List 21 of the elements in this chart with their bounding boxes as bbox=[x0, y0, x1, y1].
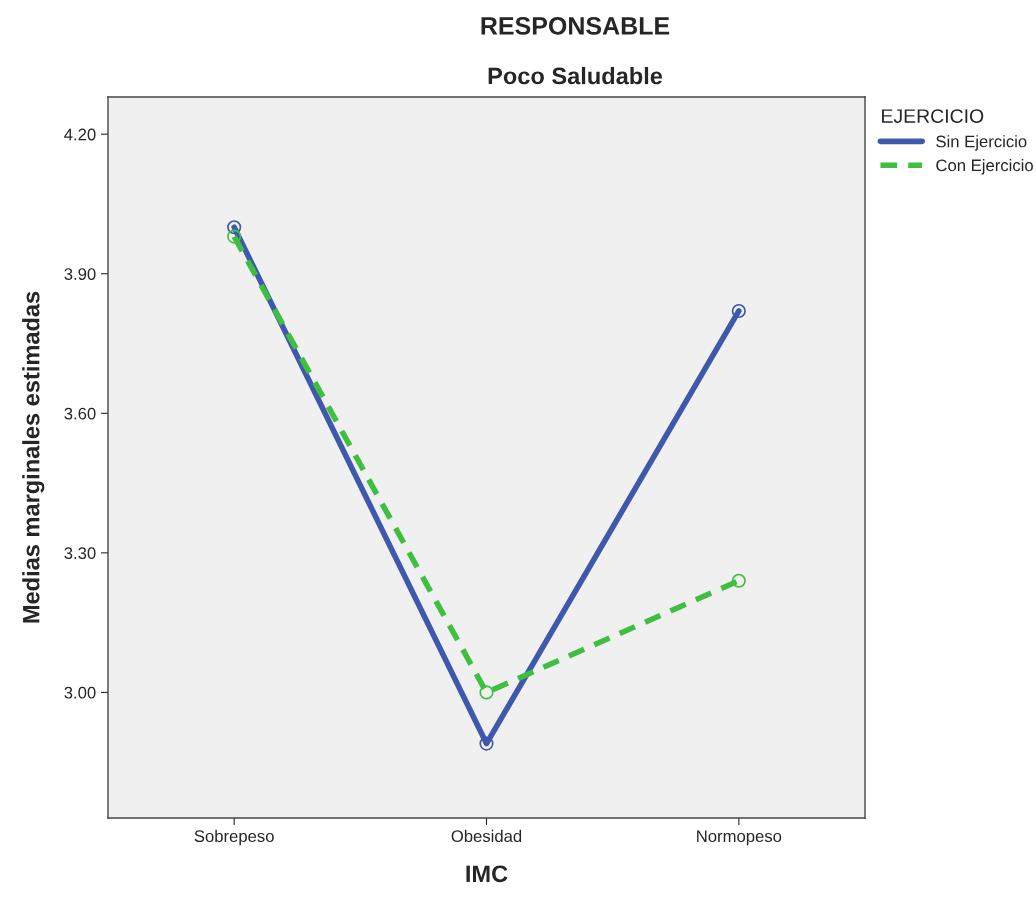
y-tick-label: 3.90 bbox=[64, 268, 96, 280]
point bbox=[731, 573, 746, 588]
point bbox=[731, 303, 746, 319]
point bbox=[479, 736, 494, 751]
y-tick-label: 3.30 bbox=[64, 547, 96, 560]
point bbox=[227, 229, 242, 244]
y-tick-label: 3.00 bbox=[64, 686, 96, 699]
x-tick-label: Obesidad bbox=[451, 829, 522, 843]
chart-title: RESPONSABLE bbox=[481, 17, 670, 35]
legend-label: Con Ejercicio bbox=[936, 159, 1033, 175]
legend-title: EJERCICIO bbox=[882, 109, 984, 123]
point bbox=[479, 685, 494, 700]
point bbox=[227, 220, 242, 235]
x-axis-title: IMC bbox=[466, 865, 508, 883]
legend-label: Sin Ejercicio bbox=[936, 135, 1027, 151]
y-axis-title: Medias marginales estimadas bbox=[22, 291, 45, 623]
chart-subtitle: Poco Saludable bbox=[488, 67, 663, 85]
y-tick-label: 3.60 bbox=[64, 407, 96, 420]
x-tick-label: Sobrepeso bbox=[194, 829, 274, 846]
y-tick-label: 4.20 bbox=[64, 128, 96, 141]
x-tick-label: Normopeso bbox=[697, 830, 782, 846]
